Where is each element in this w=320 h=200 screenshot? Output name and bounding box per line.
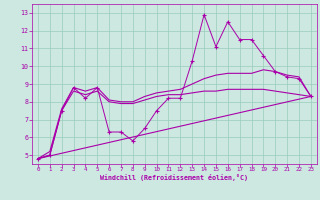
X-axis label: Windchill (Refroidissement éolien,°C): Windchill (Refroidissement éolien,°C)	[100, 174, 248, 181]
